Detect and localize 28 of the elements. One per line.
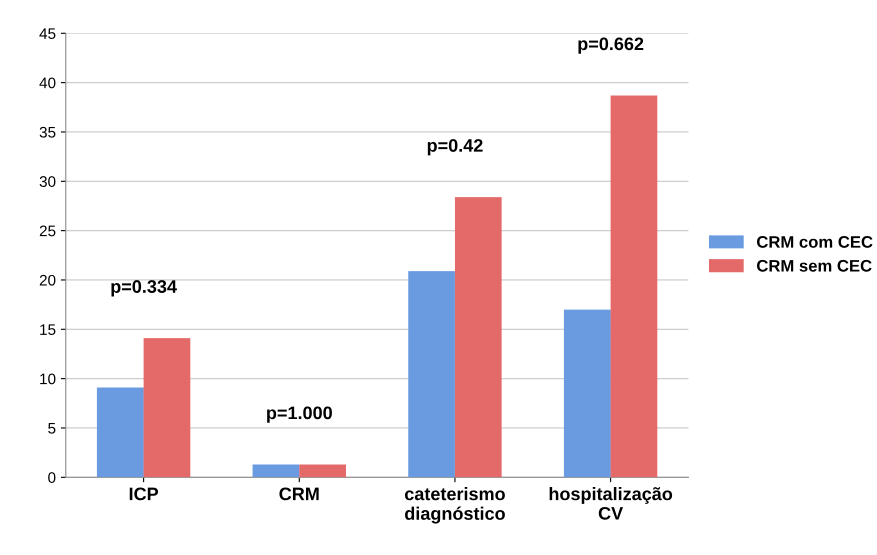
y-tick-label: 10 (40, 374, 56, 384)
x-tick-label: hospitalização CV (550, 487, 672, 520)
annotation: p=0.334 (111, 280, 177, 297)
legend-label: CRM com CEC (757, 236, 873, 248)
y-tick-label: 40 (39, 78, 56, 88)
y-tick-label: 45 (39, 28, 56, 39)
y-tick-label: 30 (40, 176, 56, 187)
bar (454, 197, 502, 478)
bar (610, 95, 658, 478)
x-tick-label: cateterismo diagnóstico (404, 487, 505, 524)
bar (564, 310, 611, 478)
y-tick-label: 5 (48, 422, 56, 434)
annotation: p=0.662 (578, 37, 644, 54)
y-tick-label: 35 (40, 126, 56, 138)
x-tick-label: ICP (130, 488, 158, 500)
bar (144, 338, 190, 478)
bar (408, 271, 455, 478)
annotation: p=1.000 (267, 406, 332, 423)
bar (299, 464, 346, 478)
annotation: p=0.42 (428, 139, 483, 156)
y-tick-label: 25 (40, 226, 56, 236)
bar (96, 388, 144, 478)
bar (252, 464, 300, 478)
y-tick-label: 20 (40, 274, 56, 286)
legend-label: CRM sem CEC (757, 260, 872, 272)
y-tick-label: 0 (48, 472, 56, 483)
x-tick-label: CRM (279, 488, 319, 500)
y-tick-label: 15 (40, 324, 56, 335)
